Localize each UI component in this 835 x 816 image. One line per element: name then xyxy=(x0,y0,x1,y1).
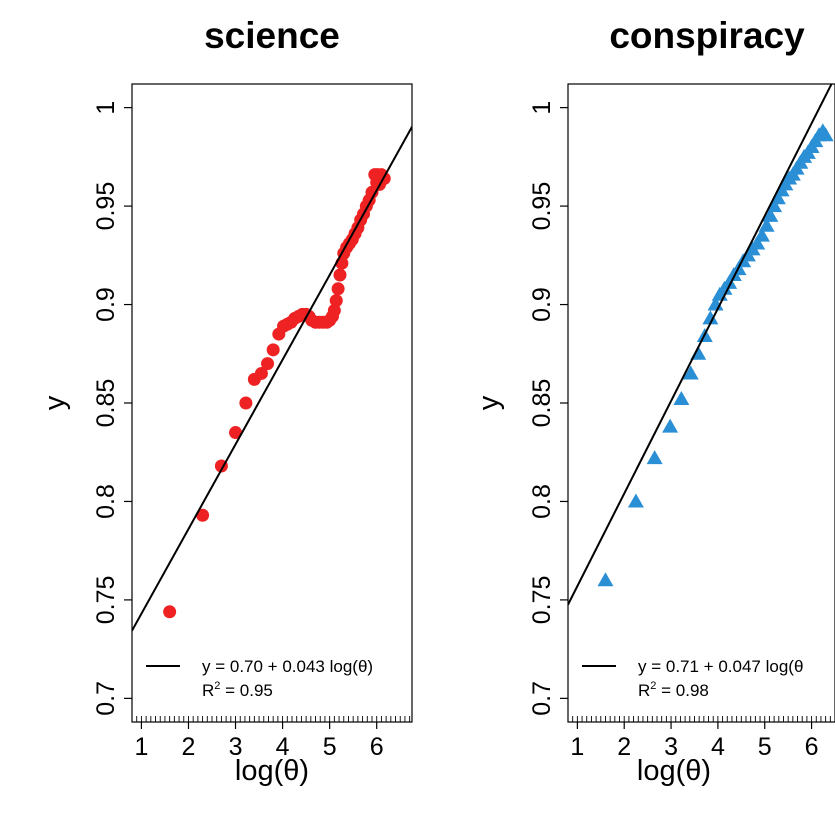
data-point xyxy=(817,127,834,142)
data-point xyxy=(229,426,243,440)
r2-prefix: R xyxy=(202,681,214,700)
y-tick-label: 0.8 xyxy=(528,484,556,519)
r2-value: = 0.95 xyxy=(220,681,272,700)
y-tick-label: 0.8 xyxy=(92,484,120,519)
data-point xyxy=(254,366,268,380)
y-tick-label: 0.75 xyxy=(92,576,120,625)
data-point xyxy=(769,190,786,205)
data-point xyxy=(597,572,614,587)
x-tick-label: 5 xyxy=(758,733,772,761)
data-point xyxy=(329,294,343,308)
r2-prefix: R xyxy=(638,681,650,700)
data-point xyxy=(196,508,210,522)
y-tick-label: 1 xyxy=(92,101,120,115)
x-tick-label: 3 xyxy=(664,733,678,761)
legend: y = 0.71 + 0.047 log(θ R2 = 0.98 xyxy=(582,657,803,700)
data-point xyxy=(239,396,253,410)
panel-title: science xyxy=(204,15,340,56)
x-axis-label: log(θ) xyxy=(235,755,309,787)
legend: y = 0.70 + 0.043 log(θ) R2 = 0.95 xyxy=(146,657,373,700)
data-point xyxy=(766,198,783,213)
data-point xyxy=(682,365,699,380)
x-tick-label: 1 xyxy=(134,733,148,761)
x-tick-label: 4 xyxy=(276,733,290,761)
plot-frame xyxy=(131,83,413,723)
legend-equation: y = 0.71 + 0.047 log(θ xyxy=(638,657,803,676)
fit-line xyxy=(568,84,833,606)
data-point xyxy=(331,282,345,296)
plot-area xyxy=(568,84,834,606)
r2-sup: 2 xyxy=(650,680,656,692)
minor-x-ticks xyxy=(567,716,835,722)
data-point xyxy=(673,391,690,406)
y-axis-label: y xyxy=(473,395,505,410)
data-point xyxy=(266,343,280,357)
x-tick-label: 5 xyxy=(323,733,337,761)
data-point xyxy=(627,493,644,508)
x-axis-label: log(θ) xyxy=(637,755,711,787)
data-point xyxy=(721,274,738,289)
y-tick-label: 0.7 xyxy=(92,681,120,716)
x-tick-label: 2 xyxy=(617,733,631,761)
x-tick-label: 6 xyxy=(370,733,384,761)
legend-equation: y = 0.70 + 0.043 log(θ) xyxy=(202,657,373,676)
data-point xyxy=(646,450,663,465)
data-point xyxy=(753,227,770,242)
data-point xyxy=(758,217,775,232)
r2-sup: 2 xyxy=(214,680,220,692)
data-point xyxy=(261,357,275,371)
data-point xyxy=(662,418,679,433)
data-point xyxy=(163,605,177,619)
r2-value: = 0.98 xyxy=(656,681,708,700)
plot-area xyxy=(132,124,412,632)
y-tick-label: 0.85 xyxy=(528,379,556,428)
minor-x-ticks xyxy=(131,716,411,722)
y-tick-label: 0.9 xyxy=(528,287,556,322)
panel-science: science 1 2 3 4 5 6 0.7 0.75 0.8 0.85 0.9 0.95 1 log(θ… xyxy=(39,15,413,787)
y-axis-label: y xyxy=(39,395,71,410)
data-point xyxy=(749,235,766,250)
panel-title: conspiracy xyxy=(609,15,805,56)
data-point xyxy=(702,310,719,325)
data-point xyxy=(762,207,779,222)
legend-r2: R2 = 0.95 xyxy=(202,680,273,700)
y-tick-label: 0.95 xyxy=(92,182,120,231)
y-tick-label: 0.9 xyxy=(92,287,120,322)
y-tick-label: 0.75 xyxy=(528,576,556,625)
x-tick-label: 2 xyxy=(182,733,196,761)
fit-line xyxy=(132,124,412,632)
y-tick-label: 0.85 xyxy=(92,379,120,428)
panel-conspiracy: conspiracy 1 2 3 4 5 6 0.7 0.75 0.8 0.85 0.9 0.95 1 lo… xyxy=(473,15,835,787)
x-tick-label: 3 xyxy=(229,733,243,761)
y-tick-label: 1 xyxy=(528,101,556,115)
x-tick-label: 1 xyxy=(570,733,584,761)
data-point xyxy=(327,303,341,317)
legend-r2: R2 = 0.98 xyxy=(638,680,709,700)
y-tick-label: 0.7 xyxy=(528,681,556,716)
x-tick-label: 4 xyxy=(711,733,725,761)
data-point xyxy=(333,268,347,282)
y-tick-label: 0.95 xyxy=(528,182,556,231)
x-tick-label: 6 xyxy=(805,733,819,761)
